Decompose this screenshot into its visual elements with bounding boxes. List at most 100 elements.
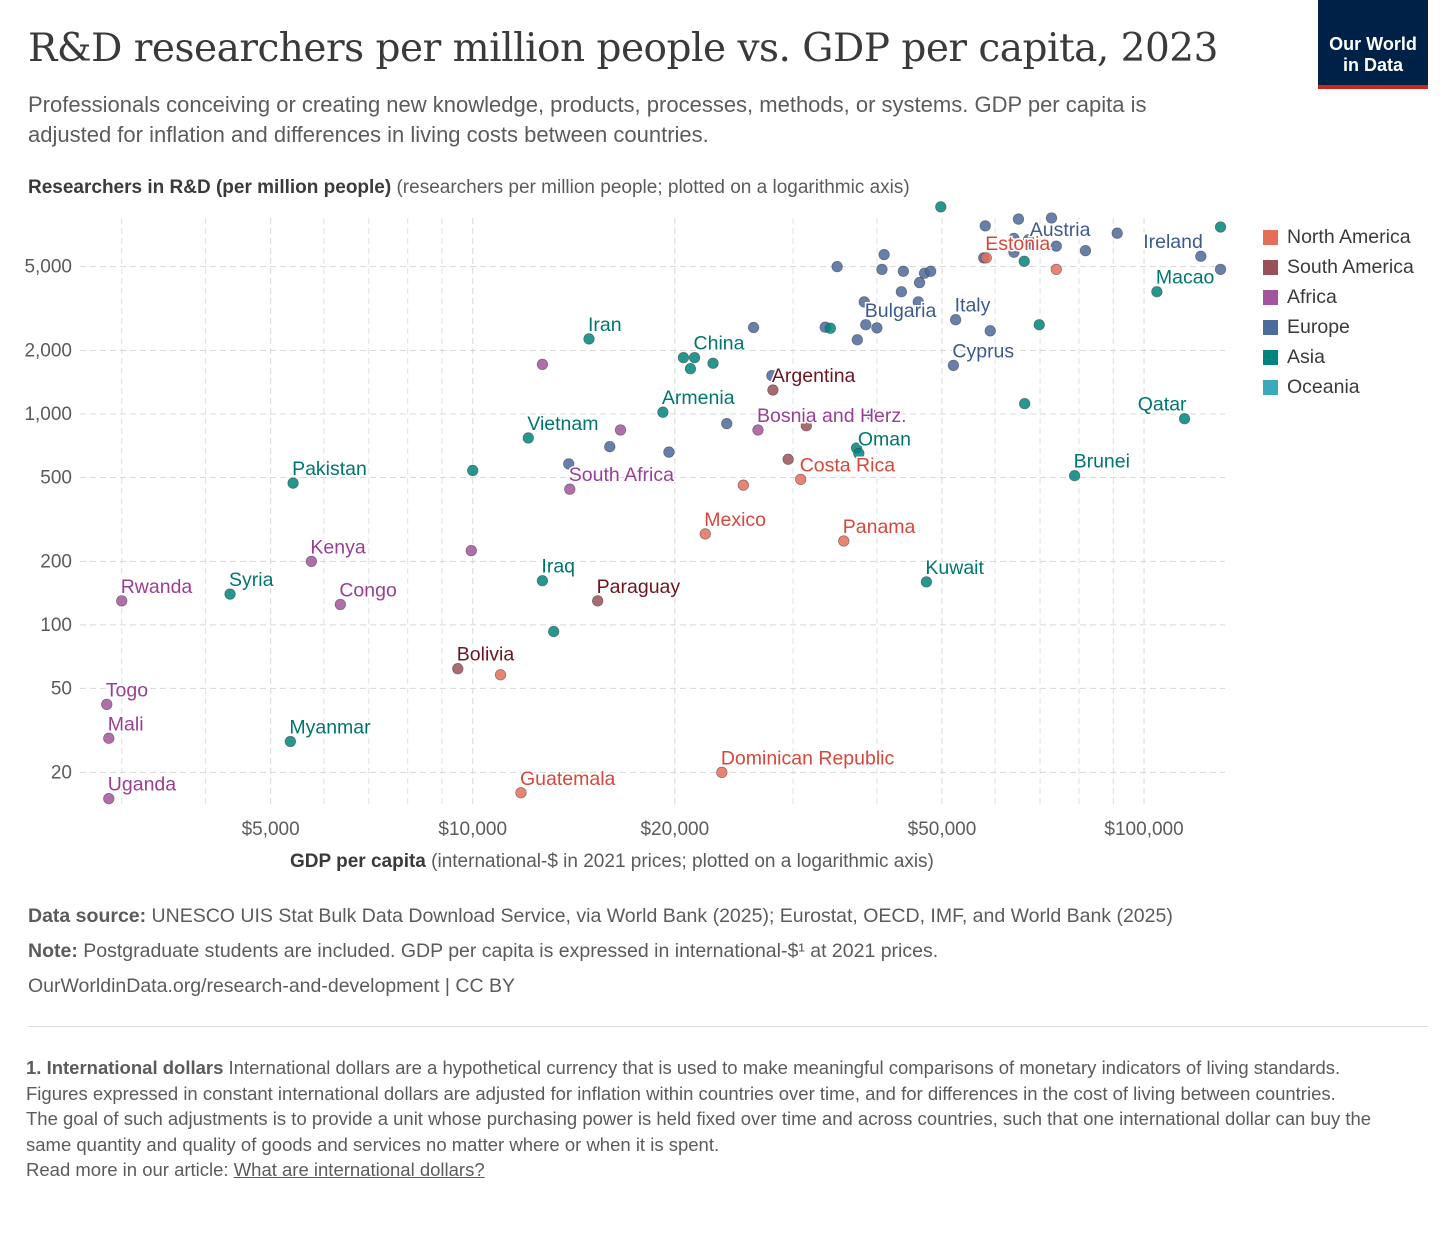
owid-logo[interactable]: Our World in Data: [1318, 0, 1428, 89]
x-tick-label: $100,000: [1104, 819, 1183, 840]
data-point[interactable]: [767, 384, 779, 396]
legend-item[interactable]: South America: [1263, 252, 1414, 282]
international-dollars-link[interactable]: What are international dollars?: [233, 1159, 485, 1180]
data-point[interactable]: [752, 424, 764, 436]
data-point[interactable]: [1111, 227, 1123, 239]
data-point[interactable]: [925, 265, 937, 277]
data-point[interactable]: [1214, 263, 1227, 276]
data-point[interactable]: [895, 286, 908, 298]
data-point[interactable]: [1018, 255, 1030, 267]
data-point[interactable]: [947, 359, 960, 372]
data-point[interactable]: [334, 598, 346, 611]
data-point[interactable]: [663, 446, 675, 458]
data-point[interactable]: [583, 333, 595, 345]
data-point[interactable]: [935, 201, 947, 213]
data-point[interactable]: [897, 265, 910, 277]
data-point[interactable]: [878, 248, 890, 261]
data-point[interactable]: [536, 358, 549, 370]
data-point[interactable]: [1178, 413, 1191, 425]
legend-item[interactable]: Africa: [1263, 282, 1414, 312]
legend-item[interactable]: North America: [1263, 222, 1414, 252]
data-point[interactable]: [824, 322, 837, 334]
y-tick-label: 5,000: [24, 257, 72, 278]
data-point[interactable]: [838, 535, 850, 547]
data-point[interactable]: [979, 220, 991, 232]
data-point[interactable]: [866, 409, 878, 421]
data-point[interactable]: [912, 296, 924, 308]
data-point[interactable]: [101, 698, 113, 711]
data-source: Data source: UNESCO UIS Stat Bulk Data D…: [28, 905, 1173, 928]
data-point[interactable]: [980, 252, 992, 264]
data-point[interactable]: [853, 447, 865, 460]
data-point[interactable]: [782, 453, 794, 465]
data-point[interactable]: [684, 363, 697, 375]
data-point[interactable]: [563, 458, 575, 470]
data-point[interactable]: [858, 296, 870, 308]
data-point[interactable]: [467, 464, 479, 477]
point-label: Uganda: [108, 774, 176, 796]
data-point[interactable]: [657, 406, 669, 418]
data-point[interactable]: [614, 424, 627, 436]
data-point[interactable]: [548, 625, 560, 638]
legend-item[interactable]: Asia: [1263, 342, 1414, 372]
data-point[interactable]: [1079, 245, 1092, 257]
data-point[interactable]: [564, 483, 576, 495]
data-point[interactable]: [860, 319, 872, 331]
data-point[interactable]: [604, 441, 616, 453]
data-point[interactable]: [920, 576, 933, 588]
data-point[interactable]: [1195, 250, 1207, 262]
point-label: Italy: [955, 295, 991, 317]
data-point[interactable]: [851, 334, 863, 346]
data-point[interactable]: [1008, 232, 1020, 245]
data-point[interactable]: [1050, 263, 1062, 276]
data-point[interactable]: [224, 588, 236, 600]
data-point[interactable]: [737, 479, 750, 491]
data-point[interactable]: [284, 735, 297, 748]
point-label: Ireland: [1143, 231, 1203, 253]
data-point[interactable]: [699, 528, 711, 540]
data-point[interactable]: [1012, 213, 1025, 225]
data-point[interactable]: [1025, 238, 1037, 250]
data-point[interactable]: [592, 595, 604, 607]
data-point[interactable]: [1214, 221, 1227, 233]
data-point[interactable]: [766, 370, 778, 382]
legend-item[interactable]: Oceania: [1263, 372, 1414, 402]
data-point[interactable]: [536, 575, 549, 587]
legend-swatch: [1263, 259, 1278, 275]
data-point[interactable]: [515, 787, 527, 799]
data-point[interactable]: [677, 352, 690, 364]
data-point[interactable]: [465, 544, 477, 557]
data-point[interactable]: [1019, 397, 1031, 410]
data-point[interactable]: [287, 477, 299, 489]
legend-item[interactable]: Europe: [1263, 312, 1414, 342]
data-point[interactable]: [984, 325, 996, 337]
data-point[interactable]: [116, 595, 128, 607]
data-point[interactable]: [494, 669, 507, 681]
data-point[interactable]: [876, 263, 888, 276]
data-point[interactable]: [721, 418, 733, 430]
data-point[interactable]: [522, 432, 534, 444]
data-point[interactable]: [103, 793, 115, 805]
data-point[interactable]: [1045, 212, 1058, 224]
data-point[interactable]: [1068, 470, 1081, 482]
data-point[interactable]: [688, 352, 701, 364]
data-point[interactable]: [800, 420, 812, 432]
data-point[interactable]: [103, 732, 115, 744]
data-point[interactable]: [795, 473, 807, 486]
data-point[interactable]: [1008, 246, 1020, 258]
data-point[interactable]: [1050, 240, 1062, 252]
data-point[interactable]: [747, 321, 760, 334]
data-point[interactable]: [871, 322, 883, 334]
data-point[interactable]: [452, 663, 464, 675]
data-point[interactable]: [1033, 319, 1045, 331]
data-point[interactable]: [831, 260, 843, 273]
y-tick-label: 1,000: [24, 404, 72, 425]
data-point[interactable]: [305, 555, 318, 568]
data-point[interactable]: [949, 314, 962, 326]
data-point[interactable]: [1151, 286, 1163, 298]
data-point[interactable]: [716, 766, 728, 778]
data-point[interactable]: [913, 276, 926, 289]
point-label: Cyprus: [952, 340, 1014, 362]
source-url[interactable]: OurWorldinData.org/research-and-developm…: [28, 975, 516, 997]
data-point[interactable]: [707, 357, 719, 369]
